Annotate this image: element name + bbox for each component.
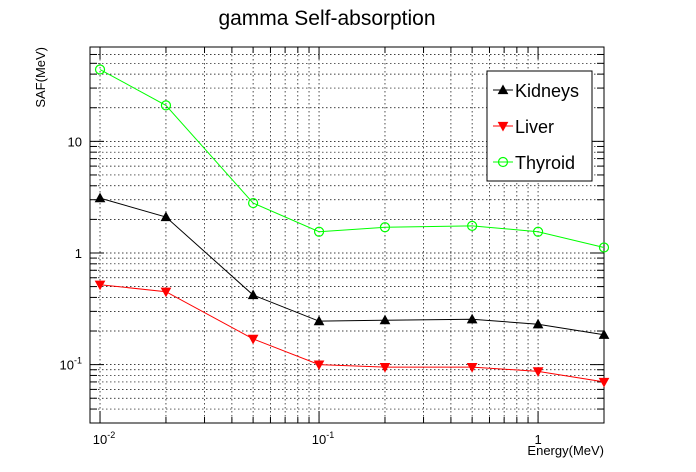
- data-point: [248, 197, 259, 209]
- series-thyroid: [94, 64, 610, 253]
- legend-marker: [497, 84, 509, 95]
- data-point: [466, 313, 478, 324]
- x-axis-title: Energy(MeV): [527, 443, 604, 458]
- data-point: [313, 360, 325, 371]
- x-tick-label: 10-2: [93, 430, 115, 447]
- legend-label: Kidneys: [515, 81, 579, 101]
- data-point: [313, 226, 325, 237]
- data-point: [94, 280, 106, 291]
- data-point: [313, 315, 325, 326]
- data-point: [598, 242, 610, 253]
- series-line: [99, 197, 605, 336]
- data-point: [532, 367, 544, 377]
- data-point: [160, 287, 172, 298]
- series-kidneys: [94, 192, 610, 339]
- chart-title: gamma Self-absorption: [218, 7, 435, 30]
- data-point: [379, 222, 391, 233]
- data-point: [598, 377, 610, 388]
- data-point: [247, 289, 259, 300]
- data-point: [467, 220, 478, 231]
- data-point: [532, 318, 544, 329]
- data-point: [247, 334, 259, 345]
- y-axis-title: SAF(MeV): [33, 47, 48, 108]
- data-point: [466, 363, 478, 373]
- x-tick-label: 1: [534, 432, 541, 447]
- data-point: [379, 363, 391, 373]
- data-point: [160, 211, 172, 222]
- series-line: [99, 69, 605, 248]
- x-tick-label: 10-1: [312, 430, 334, 447]
- plot-frame: [89, 46, 605, 424]
- y-tick-label: 10: [68, 134, 82, 149]
- data-point: [160, 100, 172, 111]
- series: [94, 64, 610, 388]
- series-liver: [94, 280, 610, 388]
- y-tick-label: 10-1: [60, 356, 82, 373]
- y-tick-label: 1: [75, 246, 82, 261]
- legend-marker: [497, 121, 509, 132]
- axis-ticks: [89, 46, 605, 424]
- tick-labels: 10-2 10-1 1 10-1 1 10: [60, 134, 542, 447]
- series-line: [99, 284, 605, 383]
- data-point: [532, 226, 544, 237]
- data-point: [94, 64, 106, 75]
- legend-label: Thyroid: [515, 153, 575, 173]
- legend: Kidneys Liver Thyroid: [486, 70, 593, 182]
- data-point: [94, 192, 106, 203]
- legend-marker: [497, 156, 509, 168]
- data-point: [379, 314, 391, 325]
- legend-label: Liver: [515, 117, 554, 137]
- data-point: [598, 329, 610, 339]
